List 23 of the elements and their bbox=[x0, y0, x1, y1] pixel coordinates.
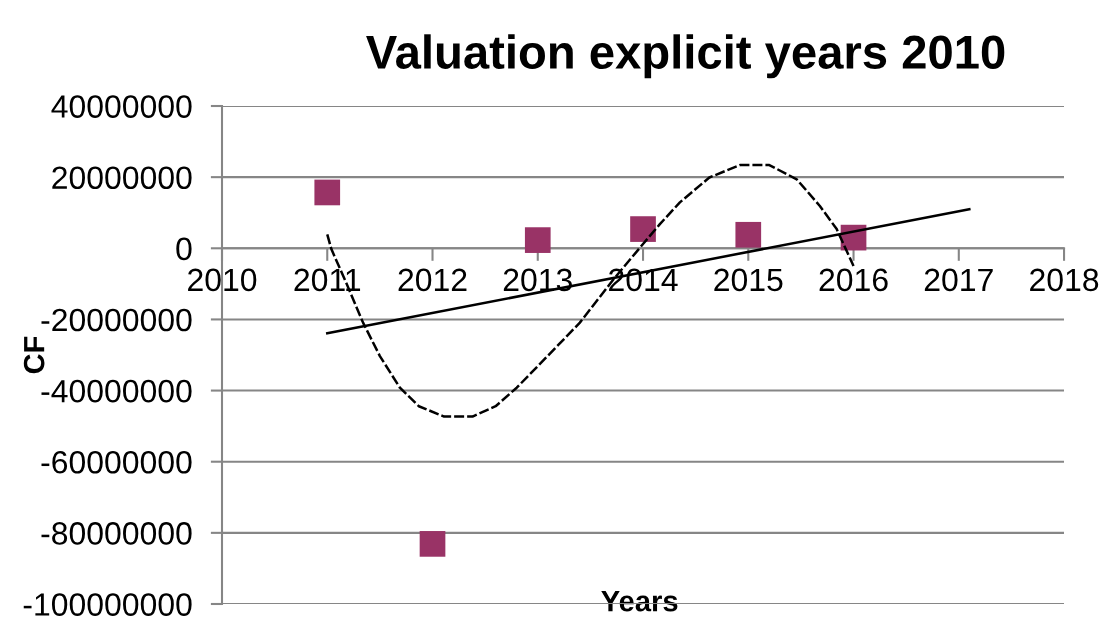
y-tick-label: -100000000 bbox=[23, 593, 192, 616]
point bbox=[524, 227, 551, 253]
x-tick-label: 2010 bbox=[188, 268, 257, 292]
x-tick-label: 2018 bbox=[1030, 268, 1099, 292]
x-tick-label: 2017 bbox=[924, 268, 993, 292]
point bbox=[735, 221, 762, 248]
point bbox=[630, 216, 656, 242]
y-tick-label: 40000000 bbox=[51, 95, 192, 118]
point bbox=[314, 179, 341, 206]
point bbox=[419, 531, 446, 557]
y-axis-title: CF bbox=[23, 336, 45, 374]
y-tick-label: 0 bbox=[176, 237, 192, 261]
y-tick-label: -20000000 bbox=[41, 308, 192, 332]
y-tick-label: -60000000 bbox=[41, 450, 192, 474]
x-tick-label: 2012 bbox=[398, 268, 467, 292]
y-tick-label: 20000000 bbox=[52, 166, 192, 190]
x-tick-label: 2011 bbox=[294, 268, 361, 292]
x-tick-label: 2016 bbox=[819, 268, 888, 292]
y-tick-label: -40000000 bbox=[41, 379, 192, 403]
y-tick-label: -80000000 bbox=[41, 522, 192, 545]
chart-title: Valuation explicit years 2010 bbox=[366, 34, 1005, 79]
x-tick-label: 2015 bbox=[714, 268, 783, 292]
x-tick-label: 2013 bbox=[503, 268, 572, 292]
